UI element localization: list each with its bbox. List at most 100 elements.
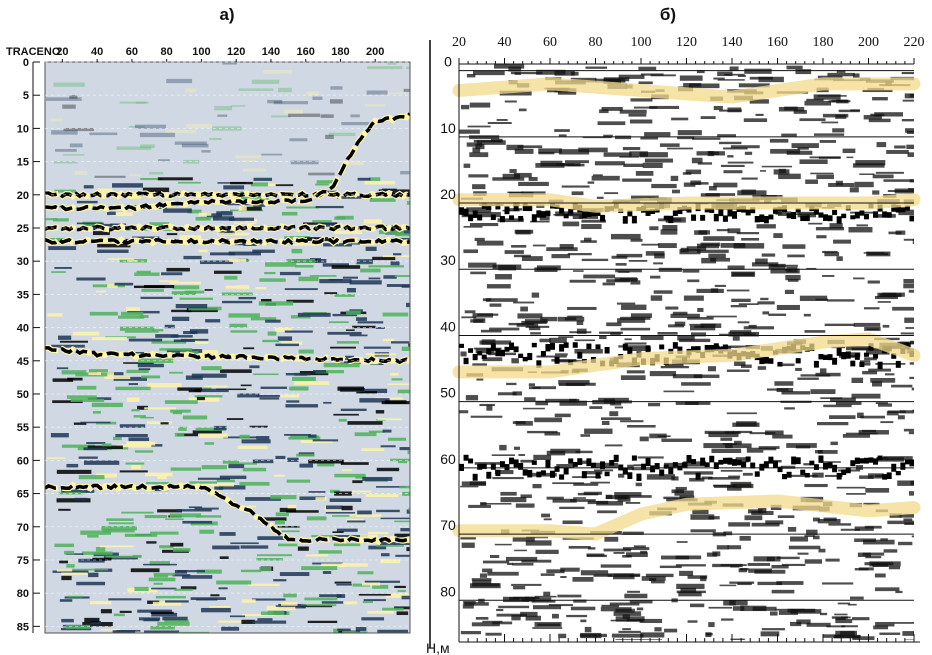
reflector-stroke	[486, 348, 492, 355]
wiggle-stroke	[858, 430, 889, 435]
texture-stroke	[401, 285, 410, 288]
texture-stroke	[87, 445, 123, 449]
texture-stroke	[160, 422, 169, 425]
wiggle-stroke	[872, 174, 894, 179]
reflector-stroke	[836, 347, 842, 356]
wiggle-stroke	[695, 182, 709, 185]
texture-stroke	[275, 512, 289, 517]
wiggle-stroke	[849, 596, 864, 600]
reflector-stroke	[791, 456, 797, 465]
wiggle-stroke	[866, 349, 890, 355]
wiggle-stroke	[859, 360, 871, 363]
wiggle-stroke	[852, 163, 885, 168]
wiggle-stroke	[618, 270, 630, 273]
wiggle-stroke	[825, 558, 840, 562]
texture-stroke	[149, 222, 170, 227]
wiggle-stroke	[708, 606, 733, 609]
panel-b-x-tick-label: 80	[589, 35, 603, 50]
wiggle-stroke	[645, 573, 674, 578]
wiggle-stroke	[567, 253, 592, 256]
wiggle-stroke	[629, 151, 648, 157]
wiggle-stroke	[729, 66, 739, 71]
wiggle-stroke	[506, 382, 517, 386]
wiggle-stroke	[897, 480, 914, 486]
wiggle-stroke	[787, 526, 797, 532]
texture-stroke	[62, 104, 76, 109]
wiggle-stroke	[712, 551, 721, 557]
wiggle-stroke	[572, 215, 583, 219]
wiggle-stroke	[713, 77, 725, 80]
reflector-stroke	[468, 348, 474, 353]
panel-b-label: б)	[660, 5, 676, 24]
wiggle-stroke	[468, 174, 489, 178]
wiggle-stroke	[856, 224, 868, 227]
texture-stroke	[144, 630, 180, 633]
texture-stroke	[76, 200, 98, 204]
texture-stroke	[360, 268, 381, 273]
wiggle-stroke	[846, 156, 854, 159]
wiggle-stroke	[905, 327, 914, 329]
wiggle-stroke	[511, 358, 519, 364]
wiggle-stroke	[838, 109, 860, 113]
texture-stroke	[52, 218, 69, 222]
panel-a-y-tick-label: 10	[17, 123, 29, 135]
reflector-stroke	[677, 346, 683, 354]
texture-stroke	[368, 277, 381, 280]
panel-a: а) TRACENO 20 40 60 80 100 120 140 160 180 200051…	[6, 5, 411, 634]
wiggle-stroke	[766, 556, 775, 562]
wiggle-stroke	[761, 628, 785, 631]
wiggle-stroke	[633, 106, 658, 109]
texture-stroke	[126, 397, 140, 402]
wiggle-stroke	[470, 271, 487, 275]
texture-stroke	[188, 306, 222, 311]
wiggle-stroke	[860, 362, 871, 366]
reflector-line	[45, 237, 410, 246]
wiggle-stroke	[751, 522, 780, 527]
texture-stroke	[124, 533, 158, 537]
texture-stroke	[108, 522, 134, 525]
texture-stroke	[45, 218, 58, 221]
wiggle-stroke	[738, 83, 770, 88]
texture-stroke	[281, 530, 300, 533]
texture-stroke	[368, 430, 385, 433]
texture-stroke	[88, 372, 101, 376]
texture-stroke	[212, 545, 240, 550]
reflector-stroke	[581, 471, 587, 479]
wiggle-stroke	[558, 633, 567, 639]
texture-stroke	[51, 130, 78, 135]
wiggle-stroke	[786, 150, 813, 155]
texture-stroke	[251, 598, 286, 601]
wiggle-stroke	[554, 413, 571, 418]
wiggle-stroke	[708, 186, 717, 191]
texture-stroke	[119, 610, 132, 613]
texture-stroke	[333, 628, 343, 633]
wiggle-stroke	[581, 258, 609, 262]
wiggle-stroke	[727, 161, 754, 164]
reflector-stroke	[481, 463, 487, 469]
reflector-stroke	[600, 214, 606, 222]
reflector-stroke	[595, 211, 601, 216]
panel-b-x-tick-label: 120	[676, 35, 697, 50]
texture-stroke	[237, 393, 260, 398]
reflector-stroke	[845, 467, 851, 474]
reflector-stroke	[686, 455, 692, 463]
texture-stroke	[149, 561, 170, 566]
wiggle-stroke	[530, 332, 541, 335]
wiggle-stroke	[788, 545, 821, 550]
reflector-stroke	[700, 214, 706, 221]
texture-stroke	[337, 196, 373, 199]
wiggle-stroke	[824, 323, 855, 327]
wiggle-stroke	[812, 535, 820, 540]
wiggle-stroke	[840, 631, 855, 637]
texture-stroke	[338, 418, 347, 422]
texture-stroke	[177, 433, 199, 437]
texture-stroke	[174, 588, 193, 591]
wiggle-stroke	[558, 134, 567, 137]
wiggle-stroke	[757, 366, 767, 370]
texture-stroke	[199, 529, 215, 534]
reflector-stroke	[518, 463, 524, 470]
wiggle-stroke	[819, 612, 828, 616]
wiggle-stroke	[527, 430, 558, 434]
reflector-stroke	[645, 458, 651, 466]
wiggle-stroke	[496, 608, 504, 612]
